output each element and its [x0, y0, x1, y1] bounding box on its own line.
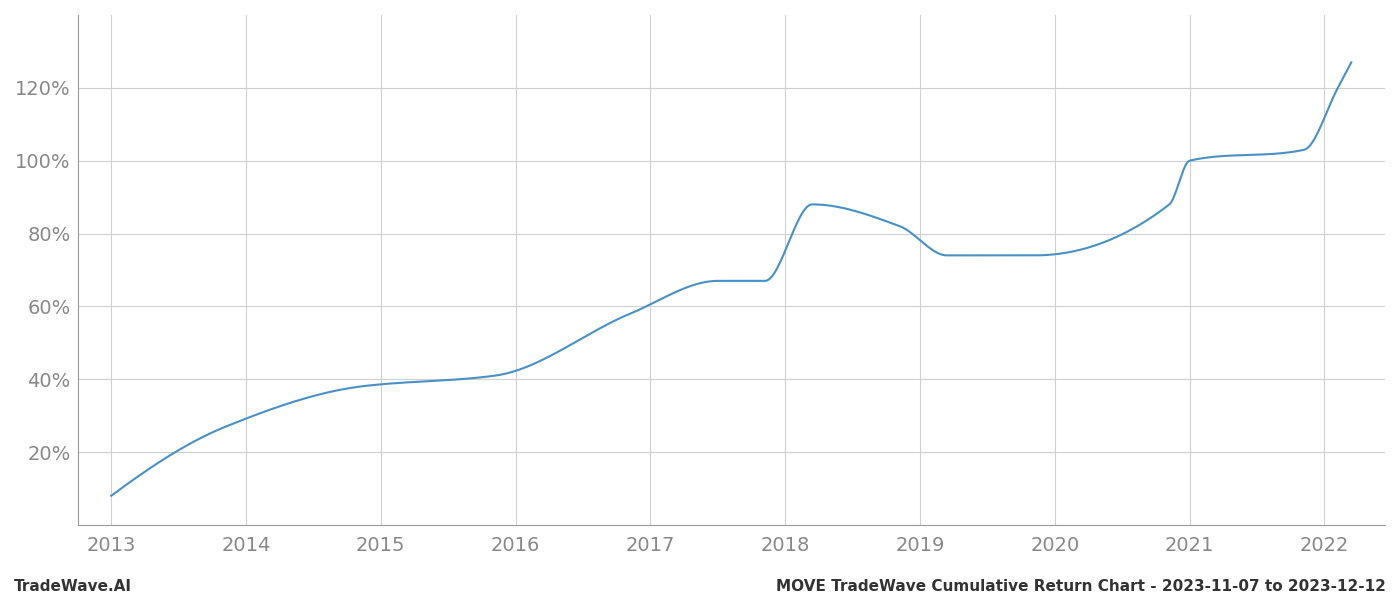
Text: MOVE TradeWave Cumulative Return Chart - 2023-11-07 to 2023-12-12: MOVE TradeWave Cumulative Return Chart -…: [776, 579, 1386, 594]
Text: TradeWave.AI: TradeWave.AI: [14, 579, 132, 594]
